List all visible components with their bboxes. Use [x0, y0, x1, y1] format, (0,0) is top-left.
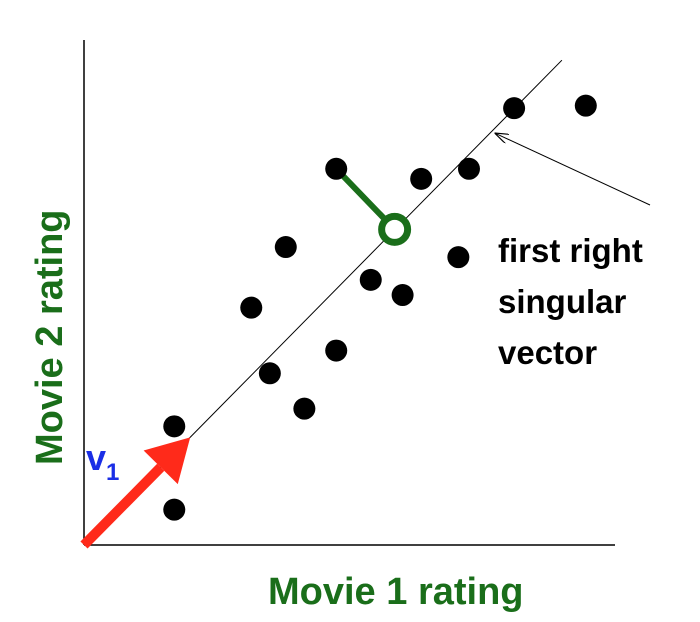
- data-point-11: [325, 157, 348, 180]
- v1-arrow-shaft: [80, 463, 165, 549]
- data-point-6: [240, 296, 263, 319]
- y-axis-label: Movie 2 rating: [29, 210, 71, 466]
- data-point-5: [325, 339, 348, 362]
- data-point-14: [503, 97, 526, 120]
- annotation-line-1: first right: [498, 232, 643, 269]
- data-point-3: [258, 362, 281, 385]
- v1-label: v1: [86, 437, 119, 486]
- data-point-7: [274, 236, 297, 259]
- x-axis-label: Movie 1 rating: [268, 571, 524, 613]
- data-point-13: [457, 157, 480, 180]
- data-point-10: [447, 246, 470, 269]
- data-point-4: [293, 397, 316, 420]
- data-points: [163, 94, 597, 521]
- data-point-12: [410, 167, 433, 190]
- data-point-2: [163, 415, 186, 438]
- data-point-1: [163, 498, 186, 521]
- annotation-arrow: [496, 133, 651, 206]
- data-point-9: [391, 284, 414, 307]
- projected-point-marker: [378, 212, 412, 246]
- v1-arrow-head: [143, 437, 191, 485]
- annotation-line-2: singular: [498, 283, 627, 320]
- data-point-15: [574, 94, 597, 117]
- annotation-line-3: vector: [498, 334, 597, 371]
- data-point-8: [359, 268, 382, 291]
